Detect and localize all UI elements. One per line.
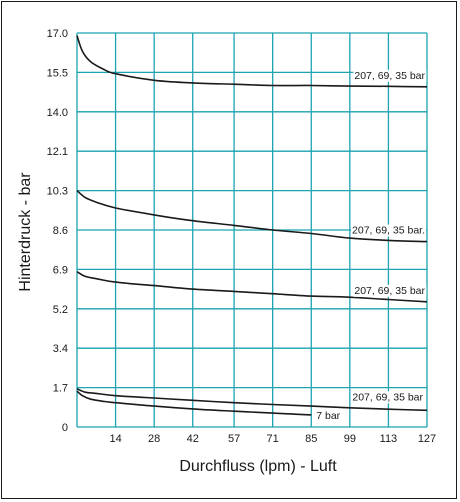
- x-tick-label: 99: [344, 433, 356, 445]
- x-tick-label: 14: [109, 433, 121, 445]
- y-tick-label: 12.1: [47, 146, 68, 158]
- series-group: [76, 35, 428, 416]
- y-tick-label: 14.0: [47, 107, 68, 119]
- y-tick-label: 17.0: [47, 28, 68, 40]
- curve-label-background: [351, 391, 425, 404]
- y-tick-label: 1.7: [53, 383, 68, 395]
- x-tick-label: 42: [187, 433, 199, 445]
- curve-label-background: [315, 409, 342, 422]
- curve-label-background: [353, 69, 427, 82]
- y-tick-label: 0: [62, 422, 68, 434]
- y-tick-label: 10.3: [47, 186, 68, 198]
- curve-label: 207, 69, 35 bar: [354, 70, 425, 82]
- grid: [76, 32, 428, 428]
- curve-label: 207, 69, 35 bar.: [352, 225, 425, 237]
- x-tick-label: 57: [228, 433, 240, 445]
- x-tick-label: 113: [380, 433, 398, 445]
- series-line-4: [76, 388, 428, 412]
- x-tick-label: 28: [148, 433, 160, 445]
- y-tick-label: 3.4: [53, 343, 68, 355]
- series-line-5: [76, 390, 312, 416]
- curve-labels: 207, 69, 35 bar 207, 69, 35 bar. 207, 69, …: [315, 69, 427, 422]
- y-tick-label: 5.2: [53, 304, 68, 316]
- curve-label: 207, 69, 35 bar: [352, 391, 423, 403]
- curve-label: 7 bar: [316, 410, 340, 422]
- x-axis-label: Durchfluss (lpm) - Luft: [179, 458, 337, 475]
- series-line-2: [76, 189, 428, 243]
- x-tick-label: 85: [305, 433, 317, 445]
- y-tick-label: 8.6: [53, 225, 68, 237]
- y-axis-label: Hinterdruck - bar: [17, 172, 34, 292]
- series-line-1: [76, 35, 428, 88]
- x-tick-label: 127: [418, 433, 436, 445]
- y-tick-label: 6.9: [53, 264, 68, 276]
- curve-label-background: [351, 224, 426, 237]
- curve-label: 207, 69, 35 bar: [354, 285, 425, 297]
- y-tick-label: 15.5: [47, 67, 68, 79]
- x-tick-label: 71: [267, 433, 279, 445]
- x-tick-labels: 14 28 42 57 71 85 99 113 127: [109, 433, 436, 445]
- series-line-3: [76, 271, 428, 303]
- y-tick-labels: 17.0 15.5 14.0 12.1 10.3 8.6 6.9 5.2 3.4 1.7 0: [47, 28, 68, 434]
- curve-label-background: [353, 284, 427, 297]
